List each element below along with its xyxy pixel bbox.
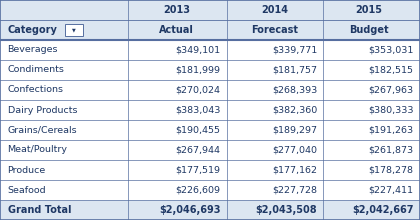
Text: 2013: 2013 — [163, 5, 190, 15]
Bar — [0, 160, 420, 180]
Bar — [0, 180, 420, 200]
Text: $261,873: $261,873 — [369, 145, 414, 154]
Text: $383,043: $383,043 — [175, 106, 220, 114]
Bar — [0, 200, 420, 220]
Text: $339,771: $339,771 — [272, 46, 317, 55]
Text: Actual: Actual — [159, 25, 194, 35]
Bar — [0, 120, 420, 140]
Text: $2,042,667: $2,042,667 — [352, 205, 414, 215]
Text: $349,101: $349,101 — [176, 46, 221, 55]
Text: $227,411: $227,411 — [369, 185, 414, 194]
Text: $226,609: $226,609 — [176, 185, 221, 194]
Text: Seafood: Seafood — [8, 185, 46, 194]
Text: Meat/Poultry: Meat/Poultry — [8, 145, 68, 154]
Bar — [0, 80, 420, 100]
Text: $177,519: $177,519 — [176, 165, 221, 174]
Text: 2014: 2014 — [262, 5, 289, 15]
Text: Produce: Produce — [8, 165, 46, 174]
Text: $382,360: $382,360 — [272, 106, 317, 114]
Text: $181,999: $181,999 — [176, 66, 221, 75]
Text: $267,944: $267,944 — [176, 145, 221, 154]
Text: $177,162: $177,162 — [272, 165, 317, 174]
Text: $2,046,693: $2,046,693 — [159, 205, 220, 215]
Text: $277,040: $277,040 — [272, 145, 317, 154]
Text: Condiments: Condiments — [8, 66, 64, 75]
Text: $380,333: $380,333 — [368, 106, 414, 114]
Text: $178,278: $178,278 — [369, 165, 414, 174]
Text: Dairy Products: Dairy Products — [8, 106, 77, 114]
Text: Grains/Cereals: Grains/Cereals — [8, 125, 77, 134]
Text: Beverages: Beverages — [8, 46, 58, 55]
Text: $190,455: $190,455 — [176, 125, 221, 134]
Text: $181,757: $181,757 — [272, 66, 317, 75]
Text: $191,263: $191,263 — [369, 125, 414, 134]
Bar — [0, 100, 420, 120]
Bar — [65, 24, 83, 36]
Text: $270,024: $270,024 — [176, 86, 221, 95]
Text: $2,043,508: $2,043,508 — [255, 205, 317, 215]
Text: $268,393: $268,393 — [272, 86, 317, 95]
Text: $189,297: $189,297 — [272, 125, 317, 134]
Bar — [0, 0, 420, 20]
Text: 2015: 2015 — [355, 5, 382, 15]
Text: $353,031: $353,031 — [368, 46, 414, 55]
Text: Forecast: Forecast — [252, 25, 299, 35]
Text: Category: Category — [8, 25, 58, 35]
Text: Grand Total: Grand Total — [8, 205, 71, 215]
Text: Confections: Confections — [8, 86, 63, 95]
Bar — [0, 60, 420, 80]
Text: Budget: Budget — [349, 25, 388, 35]
Text: $182,515: $182,515 — [369, 66, 414, 75]
Text: $267,963: $267,963 — [369, 86, 414, 95]
Text: $227,728: $227,728 — [272, 185, 317, 194]
Bar — [0, 140, 420, 160]
Bar — [0, 40, 420, 60]
Text: ▼: ▼ — [72, 28, 76, 33]
